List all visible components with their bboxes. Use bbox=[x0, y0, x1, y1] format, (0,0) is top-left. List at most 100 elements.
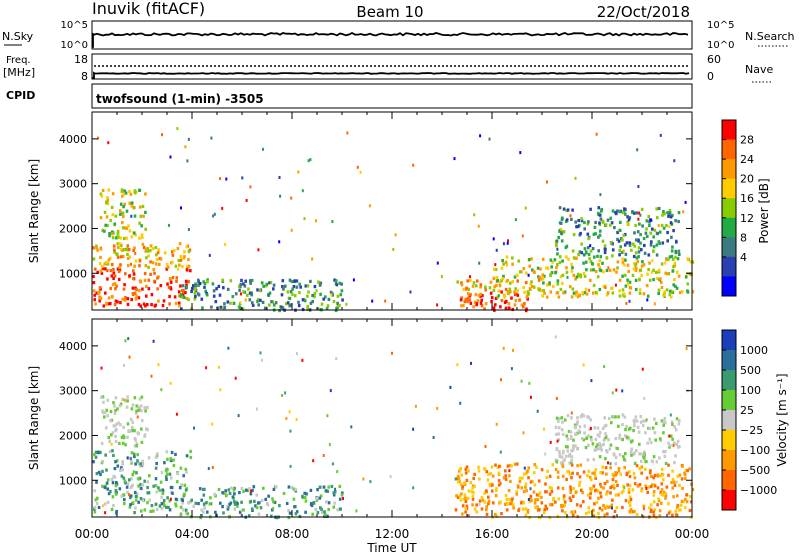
echo-cell bbox=[683, 506, 687, 510]
echo-cell bbox=[502, 274, 505, 278]
echo-cell bbox=[292, 285, 296, 289]
echo-cell bbox=[484, 445, 487, 448]
echo-cell bbox=[101, 188, 105, 193]
echo-cell bbox=[128, 505, 132, 509]
echo-cell bbox=[663, 293, 666, 297]
echo-cell bbox=[454, 508, 458, 512]
echo-cell bbox=[134, 506, 137, 510]
echo-cell bbox=[669, 443, 672, 448]
echo-cell bbox=[139, 482, 142, 486]
echo-cell bbox=[617, 424, 620, 428]
echo-cell bbox=[112, 267, 115, 271]
echo-cell bbox=[194, 288, 197, 292]
echo-cell bbox=[575, 275, 579, 279]
echo-cell bbox=[138, 289, 141, 293]
echo-cell bbox=[148, 249, 152, 253]
echo-cell bbox=[210, 305, 213, 309]
echo-cell bbox=[109, 269, 113, 273]
echo-cell bbox=[646, 490, 649, 494]
echo-cell bbox=[327, 485, 330, 489]
echo-cell bbox=[176, 127, 179, 131]
colorbar-swatch bbox=[722, 450, 736, 471]
echo-cell bbox=[458, 468, 462, 472]
echo-cell bbox=[234, 376, 237, 380]
echo-cell bbox=[602, 504, 605, 508]
echo-cell bbox=[340, 493, 344, 497]
echo-cell bbox=[617, 493, 620, 497]
echo-cell bbox=[494, 296, 498, 300]
echo-cell bbox=[119, 212, 122, 216]
echo-cell bbox=[497, 289, 501, 293]
echo-cell bbox=[677, 211, 681, 215]
echo-cell bbox=[516, 289, 519, 293]
echo-cell bbox=[527, 476, 530, 480]
echo-cell bbox=[189, 455, 193, 460]
echo-cell bbox=[219, 388, 222, 392]
echo-cell bbox=[686, 282, 689, 286]
echo-cell bbox=[126, 302, 130, 306]
echo-cell bbox=[509, 281, 512, 285]
echo-cell bbox=[507, 302, 511, 306]
echo-cell bbox=[600, 448, 603, 452]
echo-cell bbox=[560, 503, 563, 508]
echo-cell bbox=[295, 418, 298, 421]
echo-cell bbox=[594, 437, 598, 442]
echo-cell bbox=[126, 399, 129, 403]
echo-cell bbox=[487, 502, 490, 506]
echo-cell bbox=[513, 462, 517, 466]
echo-cell bbox=[465, 286, 468, 290]
echo-cell bbox=[515, 492, 518, 496]
echo-cell bbox=[578, 475, 582, 479]
echo-cell bbox=[247, 514, 251, 518]
echo-cell bbox=[614, 462, 618, 466]
echo-cell bbox=[92, 257, 96, 261]
echo-cell bbox=[281, 285, 284, 289]
echo-cell bbox=[232, 301, 236, 305]
echo-cell bbox=[478, 477, 481, 481]
echo-cell bbox=[645, 219, 649, 223]
echo-cell bbox=[662, 423, 665, 427]
echo-cell bbox=[618, 278, 622, 282]
echo-cell bbox=[149, 272, 152, 276]
echo-cell bbox=[502, 346, 505, 350]
echo-cell bbox=[159, 480, 163, 484]
echo-cell bbox=[213, 212, 216, 216]
echo-cell bbox=[464, 471, 468, 475]
echo-cell bbox=[664, 261, 667, 265]
echo-cell bbox=[105, 468, 108, 472]
echo-cell bbox=[130, 451, 134, 455]
echo-cell bbox=[126, 482, 130, 486]
echo-cell bbox=[108, 302, 111, 306]
echo-cell bbox=[652, 476, 655, 480]
echo-cell bbox=[537, 288, 541, 292]
echo-cell bbox=[604, 247, 607, 251]
echo-cell bbox=[583, 424, 587, 428]
echo-cell bbox=[119, 202, 123, 206]
echo-cell bbox=[309, 158, 312, 162]
echo-cell bbox=[141, 462, 145, 466]
echo-cell bbox=[297, 170, 300, 174]
echo-cell bbox=[272, 507, 275, 510]
echo-cell bbox=[306, 305, 309, 309]
echo-cell bbox=[576, 224, 580, 229]
echo-cell bbox=[588, 496, 592, 500]
echo-cell bbox=[111, 192, 115, 196]
echo-cell bbox=[652, 514, 656, 518]
colorbar-tick-label: −100 bbox=[740, 444, 770, 457]
echo-cell bbox=[481, 293, 484, 298]
echo-cell bbox=[559, 255, 562, 259]
echo-cell bbox=[633, 476, 637, 480]
echo-cell bbox=[185, 245, 189, 249]
echo-cell bbox=[107, 492, 111, 496]
echo-cell bbox=[686, 289, 689, 293]
echo-cell bbox=[569, 490, 572, 494]
echo-cell bbox=[497, 471, 501, 475]
echo-cell bbox=[652, 278, 655, 282]
echo-cell bbox=[642, 263, 646, 267]
y-tick-label: 4000 bbox=[59, 133, 87, 146]
echo-cell bbox=[511, 262, 514, 266]
echo-cell bbox=[688, 508, 692, 513]
echo-cell bbox=[259, 506, 263, 510]
echo-cell bbox=[513, 303, 517, 307]
